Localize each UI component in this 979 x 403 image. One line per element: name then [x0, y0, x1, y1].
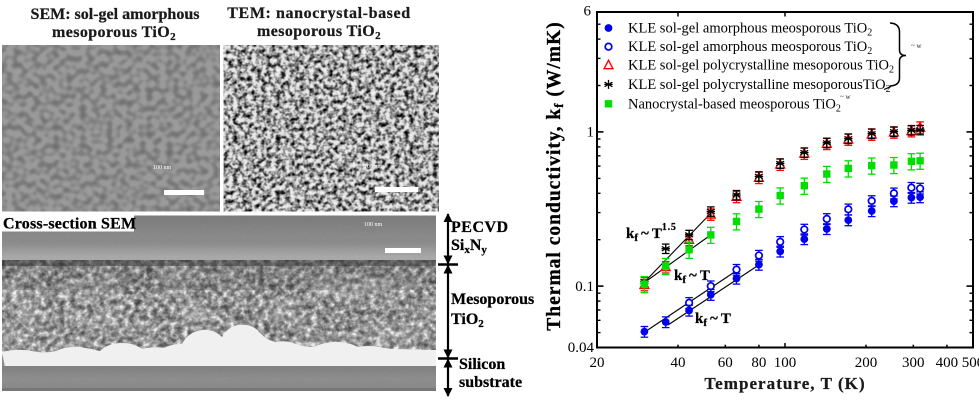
svg-text:Silicon: Silicon [459, 356, 505, 373]
svg-text:400: 400 [936, 355, 959, 371]
svg-text:300: 300 [902, 355, 925, 371]
svg-text:~ w: ~ w [840, 93, 852, 101]
svg-text:100: 100 [774, 355, 797, 371]
svg-text:500: 500 [962, 355, 979, 371]
svg-text:mesoporous TiO2: mesoporous TiO2 [257, 23, 381, 42]
svg-text:60: 60 [718, 355, 733, 371]
svg-text:KLE sol-gel polycrystalline me: KLE sol-gel polycrystalline mesoporousTi… [628, 77, 891, 95]
svg-text:TiO2: TiO2 [451, 311, 484, 330]
svg-text:~ w: ~ w [911, 42, 923, 50]
svg-text:KLE sol-gel amorphous meosporo: KLE sol-gel amorphous meosporous TiO2 [628, 39, 872, 57]
svg-text:SEM: sol-gel amorphous: SEM: sol-gel amorphous [31, 6, 200, 23]
svg-text:0.04: 0.04 [568, 340, 595, 356]
svg-text:100 nm: 100 nm [364, 222, 383, 228]
svg-text:KLE sol-gel amorphous meosporo: KLE sol-gel amorphous meosporous TiO2 [628, 21, 872, 39]
svg-text:KLE sol-gel polycrystalline me: KLE sol-gel polycrystalline mesoporous T… [628, 58, 894, 76]
svg-text:kf ~ T: kf ~ T [695, 311, 731, 329]
svg-text:100 nm: 100 nm [364, 164, 383, 170]
svg-text:100 nm: 100 nm [153, 165, 172, 171]
svg-text:200: 200 [855, 355, 878, 371]
svg-text:0.1: 0.1 [575, 279, 594, 295]
svg-text:40: 40 [671, 355, 686, 371]
svg-text:PECVD: PECVD [451, 219, 509, 236]
svg-text:Nanocrystal-based meosporous T: Nanocrystal-based meosporous TiO2 [628, 96, 841, 114]
svg-text:Temperature, T (K): Temperature, T (K) [704, 374, 865, 393]
svg-text:6: 6 [584, 4, 592, 20]
svg-text:20: 20 [590, 355, 605, 371]
svg-text:Mesoporous: Mesoporous [451, 291, 534, 308]
svg-text:kf ~ T: kf ~ T [674, 268, 710, 286]
svg-text:1: 1 [587, 125, 595, 141]
svg-text:substrate: substrate [459, 374, 522, 391]
svg-text:SixNy: SixNy [451, 237, 487, 256]
svg-text:TEM: nanocrystal-based: TEM: nanocrystal-based [227, 5, 410, 22]
svg-text:80: 80 [751, 355, 766, 371]
svg-text:Cross-section SEM: Cross-section SEM [3, 216, 136, 233]
svg-text:mesoporous TiO2: mesoporous TiO2 [52, 24, 176, 43]
svg-text:kf ~ T1.5: kf ~ T1.5 [626, 222, 677, 244]
svg-text:Thermal conductivity, kf (W/mK: Thermal conductivity, kf (W/mK) [544, 21, 566, 330]
